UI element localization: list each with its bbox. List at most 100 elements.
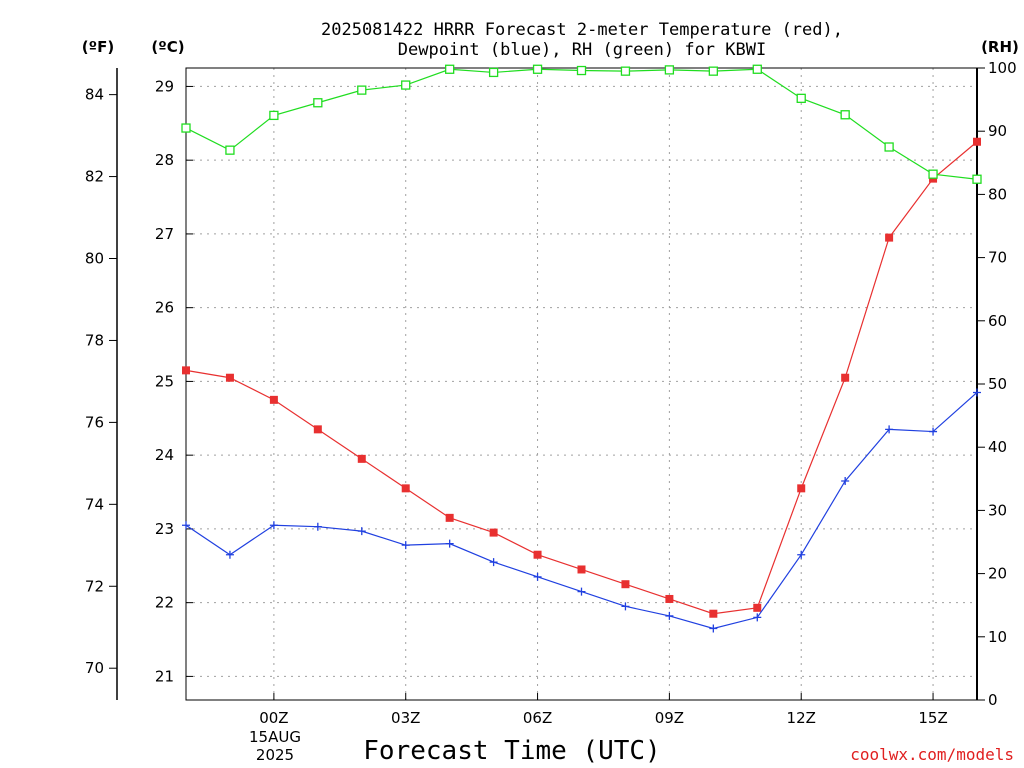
series-layer — [181, 64, 982, 633]
dewpoint-point — [313, 522, 322, 531]
chart-title-line1: 2025081422 HRRR Forecast 2-meter Tempera… — [321, 20, 843, 40]
fahrenheit-tick-label: 80 — [85, 250, 104, 268]
rh-tick-label: 40 — [988, 438, 1007, 456]
dewpoint-point — [357, 527, 366, 536]
fahrenheit-tick-label: 78 — [85, 331, 104, 349]
rh-point — [181, 123, 191, 133]
x-tick-label: 03Z — [391, 709, 420, 727]
rh-tick-label: 50 — [988, 375, 1007, 393]
fahrenheit-tick-label: 72 — [85, 577, 104, 595]
celsius-tick-label: 29 — [155, 77, 174, 95]
fahrenheit-tick-label: 84 — [85, 86, 104, 104]
fahrenheit-unit-label: (ºF) — [82, 38, 114, 56]
temperature-point — [885, 233, 894, 242]
dewpoint-point — [225, 550, 234, 559]
plot-frame — [185, 67, 978, 701]
rh-point — [313, 98, 323, 108]
rh-tick-label: 0 — [988, 691, 998, 709]
rh-tick-label: 20 — [988, 565, 1007, 583]
dewpoint-point — [973, 388, 981, 397]
temperature-point — [621, 580, 630, 589]
dewpoint-point — [533, 572, 542, 581]
x-tick-label: 09Z — [655, 709, 684, 727]
temperature-point — [709, 609, 718, 618]
temperature-line — [185, 141, 978, 615]
temperature-point — [665, 594, 674, 603]
fahrenheit-tick-label: 70 — [85, 659, 104, 677]
rh-point — [269, 110, 279, 121]
rh-tick-label: 60 — [988, 312, 1007, 330]
rh-point — [972, 174, 982, 184]
rh-point — [708, 66, 718, 76]
rh-point — [357, 85, 367, 95]
celsius-tick-label: 24 — [155, 446, 174, 464]
rh-point — [576, 65, 587, 76]
dewpoint-point — [753, 613, 762, 622]
rh-point — [488, 67, 499, 78]
celsius-tick-label: 23 — [155, 520, 174, 538]
celsius-tick-label: 25 — [155, 372, 174, 390]
credit-text: coolwx.com/models — [850, 745, 1014, 764]
rh-point — [445, 64, 455, 74]
temperature-point — [225, 373, 234, 382]
temperature-point — [533, 550, 542, 559]
rh-point — [840, 110, 850, 120]
celsius-tick-label: 21 — [155, 667, 174, 685]
rh-point — [664, 65, 675, 75]
temperature-point — [445, 513, 454, 522]
dewpoint-point — [709, 624, 718, 633]
dewpoint-point — [489, 558, 498, 567]
dewpoint-point — [797, 550, 806, 559]
x-tick-label: 12Z — [787, 709, 816, 727]
temperature-point — [357, 454, 366, 463]
rh-point — [532, 64, 543, 74]
rh-point — [225, 145, 235, 155]
rh-point — [796, 93, 806, 103]
dewpoint-point — [445, 539, 454, 548]
temperature-point — [841, 373, 850, 382]
fahrenheit-tick-label: 76 — [85, 413, 104, 431]
rh-tick-label: 70 — [988, 249, 1007, 267]
dewpoint-point — [621, 602, 630, 611]
dewpoint-point — [665, 611, 674, 620]
celsius-unit-label: (ºC) — [151, 38, 184, 56]
rh-tick-label: 100 — [988, 59, 1017, 77]
x-tick-label: 00Z — [259, 709, 288, 727]
rh-tick-label: 30 — [988, 501, 1007, 519]
date-label-line2: 2025 — [256, 746, 294, 764]
dewpoint-point — [182, 521, 190, 530]
temperature-point — [973, 137, 981, 146]
dewpoint-point — [929, 427, 938, 436]
rh-line — [185, 68, 978, 180]
x-tick-label: 15Z — [918, 709, 947, 727]
celsius-tick-label: 28 — [155, 151, 174, 169]
rh-tick-label: 90 — [988, 122, 1007, 140]
fahrenheit-tick-label: 74 — [85, 495, 104, 513]
x-axis-title: Forecast Time (UTC) — [363, 736, 660, 766]
date-label-line1: 15AUG — [249, 728, 301, 746]
rh-tick-label: 10 — [988, 628, 1007, 646]
fahrenheit-tick-label: 82 — [85, 168, 104, 186]
rh-point — [752, 64, 762, 74]
axes — [109, 67, 985, 701]
rh-tick-label: 80 — [988, 185, 1007, 203]
rh-point — [928, 169, 938, 179]
rh-point — [620, 66, 631, 76]
dewpoint-point — [269, 521, 278, 530]
temperature-point — [577, 565, 586, 574]
dewpoint-point — [401, 541, 410, 550]
temperature-point — [489, 528, 498, 537]
dewpoint-point — [841, 476, 850, 485]
temperature-point — [269, 395, 278, 404]
rh-point — [884, 142, 894, 152]
x-tick-label: 06Z — [523, 709, 552, 727]
celsius-tick-label: 26 — [155, 299, 174, 317]
celsius-tick-label: 22 — [155, 594, 174, 612]
temperature-point — [313, 425, 322, 434]
temperature-point — [797, 484, 806, 493]
temperature-point — [753, 603, 762, 612]
tick-labels: 21 22 23 24 25 26 27 28 29 70 72 74 76 78 80 82 84 0 10 20 3… — [85, 59, 1017, 727]
temperature-point — [182, 366, 190, 375]
celsius-tick-label: 27 — [155, 225, 174, 243]
temperature-point — [401, 484, 410, 493]
